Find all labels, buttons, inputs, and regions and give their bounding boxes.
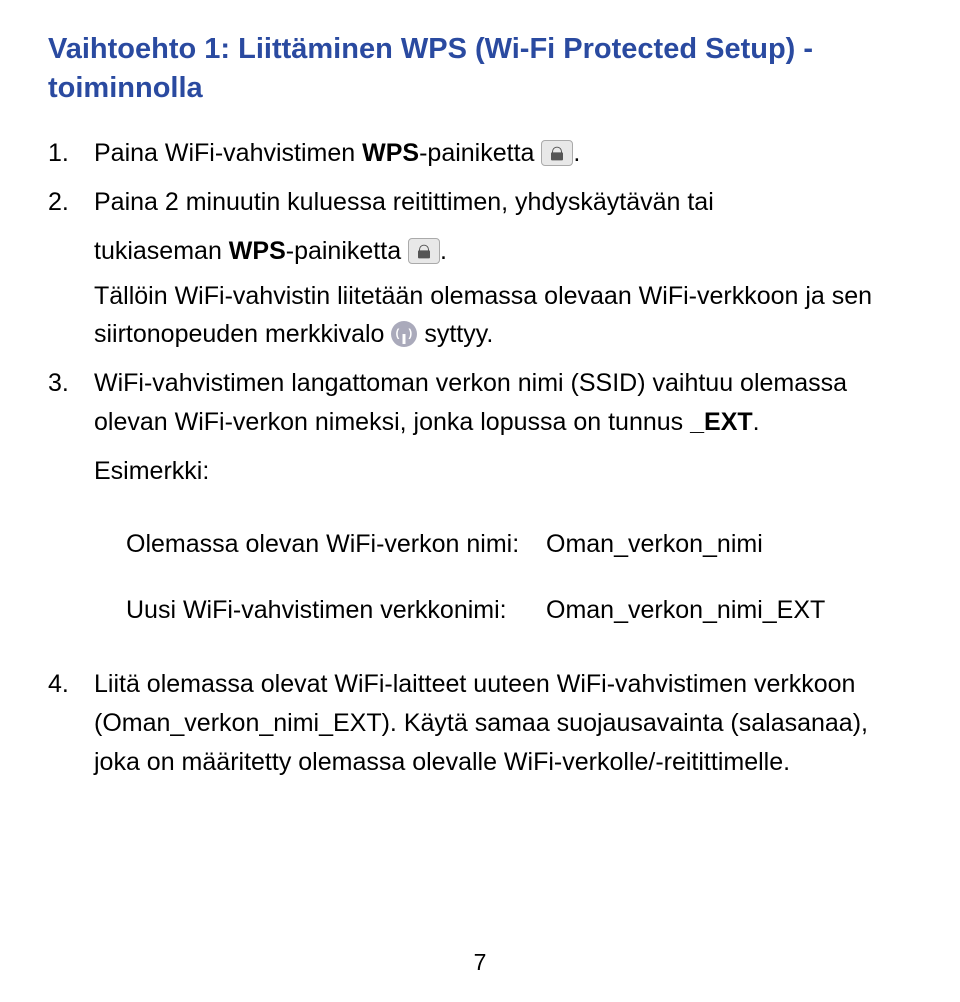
wps-icon bbox=[408, 238, 440, 264]
list-body: WiFi-vahvistimen langattoman verkon nimi… bbox=[94, 364, 912, 442]
text-run: -painiketta bbox=[419, 139, 541, 167]
list-number: 1. bbox=[48, 134, 94, 173]
bold-run: _EXT bbox=[690, 408, 753, 436]
text-run: Paina WiFi-vahvistimen bbox=[94, 139, 362, 167]
list-body: Liitä olemassa olevat WiFi-laitteet uute… bbox=[94, 665, 912, 781]
wps-icon bbox=[541, 140, 573, 166]
text-run: . bbox=[753, 408, 760, 436]
example-label: Esimerkki: bbox=[94, 452, 912, 491]
page-number: 7 bbox=[474, 949, 487, 976]
example-row-1: Olemassa olevan WiFi-verkon nimi: Oman_v… bbox=[126, 526, 912, 564]
signal-icon bbox=[391, 321, 417, 347]
example-row-2: Uusi WiFi-vahvistimen verkkonimi: Oman_v… bbox=[126, 592, 912, 630]
text-run: syttyy. bbox=[417, 320, 493, 348]
list-item-2-cont2: Tällöin WiFi-vahvistin liitetään olemass… bbox=[94, 277, 912, 355]
text-run: -painiketta bbox=[286, 237, 408, 265]
list-number: 2. bbox=[48, 183, 94, 222]
list-item-2: 2. Paina 2 minuutin kuluessa reitittimen… bbox=[48, 183, 912, 222]
example-block: Olemassa olevan WiFi-verkon nimi: Oman_v… bbox=[126, 526, 912, 629]
list-body: Paina WiFi-vahvistimen WPS-painiketta . bbox=[94, 134, 912, 173]
example-right: Oman_verkon_nimi bbox=[546, 526, 763, 564]
text-run: . bbox=[573, 139, 580, 167]
bold-run: WPS bbox=[229, 237, 286, 265]
example-left: Olemassa olevan WiFi-verkon nimi: bbox=[126, 526, 546, 564]
example-right: Oman_verkon_nimi_EXT bbox=[546, 592, 825, 630]
list-item-4: 4. Liitä olemassa olevat WiFi-laitteet u… bbox=[48, 665, 912, 781]
text-run: Paina 2 minuutin kuluessa reitittimen, y… bbox=[94, 188, 714, 216]
text-run: . bbox=[440, 237, 447, 265]
list-number: 4. bbox=[48, 665, 94, 781]
section-heading: Vaihtoehto 1: Liittäminen WPS (Wi-Fi Pro… bbox=[48, 30, 912, 108]
text-run: tukiaseman bbox=[94, 237, 229, 265]
list-item-1: 1. Paina WiFi-vahvistimen WPS-painiketta… bbox=[48, 134, 912, 173]
example-left: Uusi WiFi-vahvistimen verkkonimi: bbox=[126, 592, 546, 630]
list-number: 3. bbox=[48, 364, 94, 442]
list-item-2-cont: tukiaseman WPS-painiketta . bbox=[94, 232, 912, 271]
bold-run: WPS bbox=[362, 139, 419, 167]
list-body: Paina 2 minuutin kuluessa reitittimen, y… bbox=[94, 183, 912, 222]
list-item-3: 3. WiFi-vahvistimen langattoman verkon n… bbox=[48, 364, 912, 442]
